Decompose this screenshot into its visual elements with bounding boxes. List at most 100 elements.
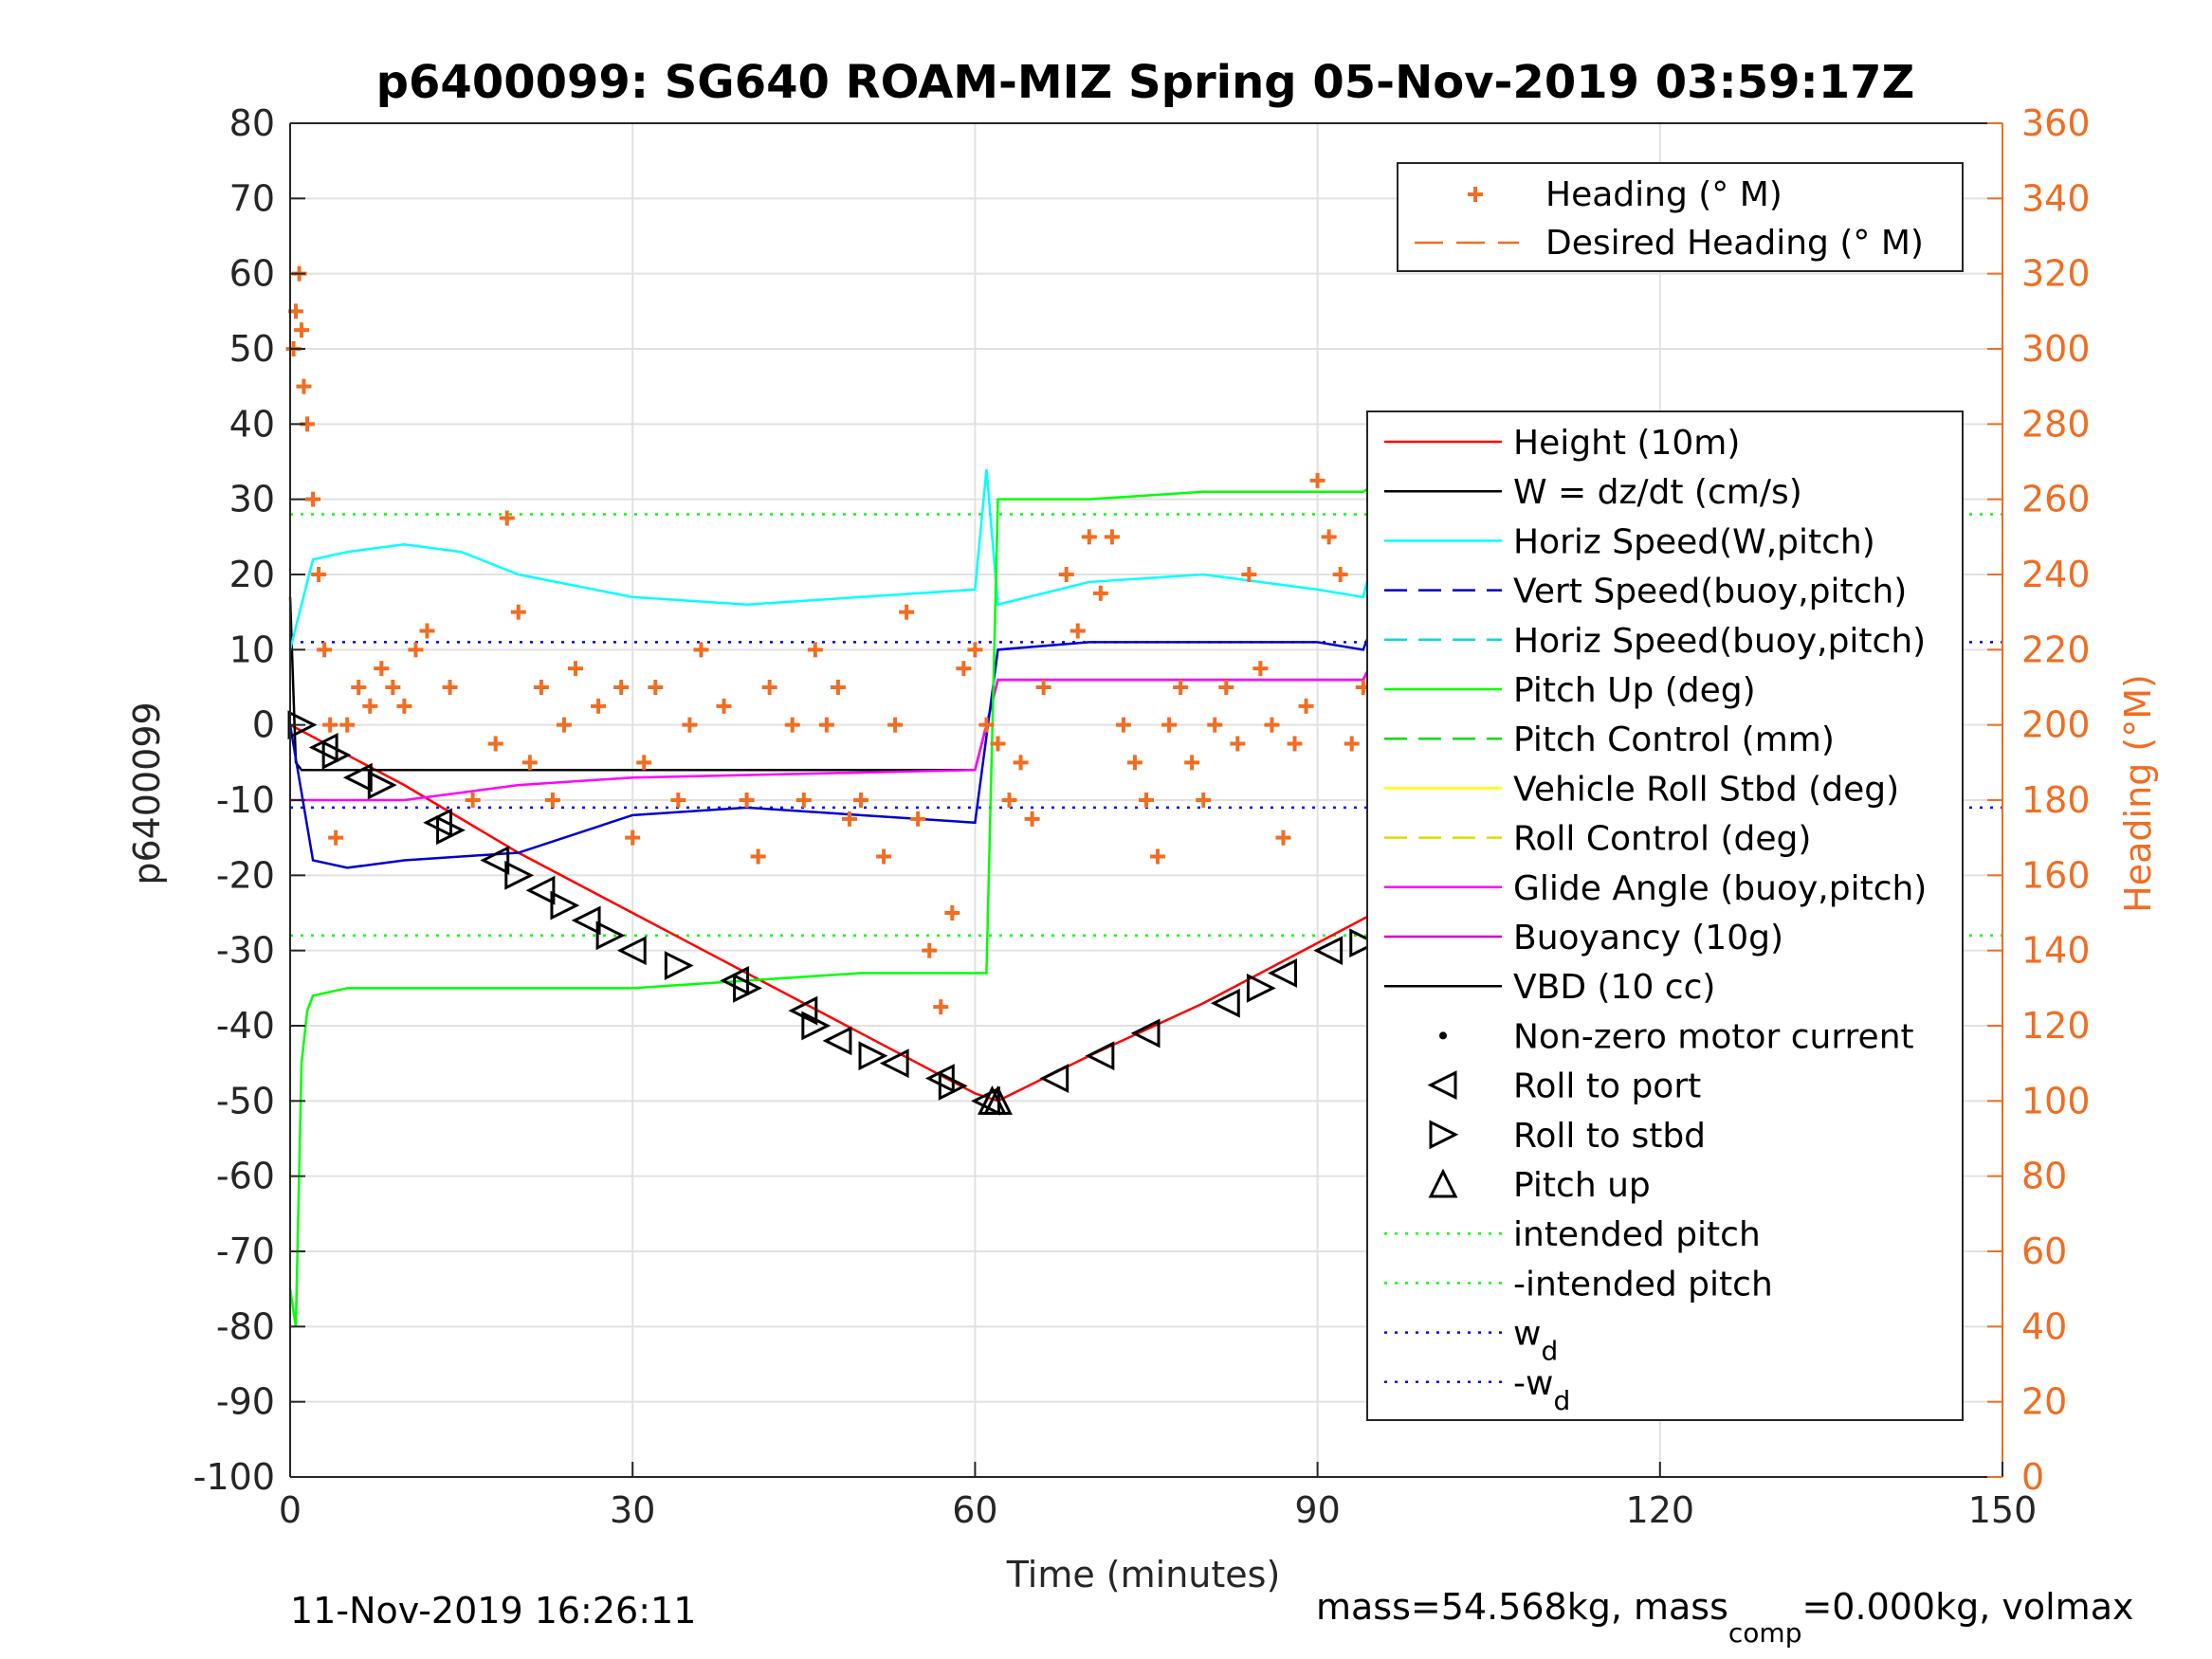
heading-point — [1241, 567, 1257, 582]
heading-point — [328, 830, 344, 846]
heading-point — [556, 717, 572, 733]
heading-point — [544, 793, 560, 808]
roll-to-port-marker — [1085, 1041, 1115, 1071]
heading-point — [1196, 793, 1212, 808]
heading-point — [351, 680, 367, 695]
heading-point — [465, 793, 481, 808]
y-right-tick-label: 260 — [2021, 479, 2091, 520]
heading-point — [795, 793, 812, 808]
roll-to-port-marker — [1210, 988, 1240, 1018]
y-right-tick-label: 340 — [2021, 177, 2091, 219]
y-tick-label: -10 — [216, 779, 275, 821]
heading-point — [830, 680, 846, 695]
legend-symbol — [1428, 1168, 1458, 1198]
y-right-tick-label: 220 — [2021, 629, 2091, 670]
heading-point — [1069, 623, 1086, 639]
y-right-tick-label: 280 — [2021, 403, 2091, 445]
roll-to-port-marker — [480, 846, 510, 875]
footer-timestamp: 11-Nov-2019 16:26:11 — [290, 1590, 696, 1632]
heading-point — [1184, 755, 1200, 771]
heading-point — [636, 755, 652, 771]
y-tick-label: -60 — [216, 1156, 275, 1197]
legend-main-label: Roll to port — [1513, 1067, 1701, 1106]
y-tick-label: -70 — [216, 1231, 275, 1272]
heading-point — [978, 717, 995, 733]
heading-point — [910, 811, 926, 827]
roll-to-stbd-marker — [664, 951, 694, 980]
pitch-up-marker — [978, 1085, 1007, 1115]
heading-point — [322, 717, 338, 733]
legend-symbol — [1439, 1031, 1447, 1040]
heading-point — [521, 755, 538, 771]
y-right-tick-label: 180 — [2021, 779, 2091, 821]
heading-point — [761, 680, 777, 695]
heading-point — [591, 698, 607, 714]
legend-main-label: W = dz/dt (cm/s) — [1513, 473, 1802, 512]
heading-point — [887, 717, 904, 733]
x-tick-label: 120 — [1626, 1489, 1695, 1531]
heading-point — [967, 642, 983, 658]
legend-heading-symbol — [1468, 187, 1483, 202]
roll-to-stbd-marker — [938, 1071, 968, 1101]
axes: 0 30 60 90 120 15080706050403020100-10-20-30-… — [193, 102, 2091, 1531]
heading-point — [1092, 585, 1108, 601]
legend-sub-base: -w — [1513, 1364, 1553, 1403]
heading-point — [1264, 717, 1280, 733]
x-tick-label: 150 — [1968, 1489, 2038, 1531]
y-right-tick-label: 100 — [2021, 1080, 2091, 1121]
y-right-tick-label: 320 — [2021, 253, 2091, 295]
y-right-tick-label: 80 — [2021, 1156, 2067, 1197]
heading-point — [1104, 529, 1120, 545]
heading-point — [1275, 830, 1291, 846]
roll-to-stbd-marker — [858, 1041, 888, 1071]
heading-point — [374, 661, 390, 677]
y-tick-label: -90 — [216, 1381, 275, 1423]
heading-point — [385, 680, 401, 695]
heading-point — [362, 698, 378, 714]
heading-point — [442, 680, 458, 695]
x-tick-label: 90 — [1294, 1489, 1340, 1531]
x-tick-label: 60 — [952, 1489, 997, 1531]
legend-main-label: Pitch up — [1513, 1166, 1651, 1205]
y-tick-label: 50 — [229, 328, 275, 370]
legend-main-label: -wd — [1513, 1364, 1570, 1416]
heading-point — [933, 999, 949, 1015]
y-right-tick-label: 120 — [2021, 1005, 2091, 1047]
x-tick-label: 30 — [610, 1489, 655, 1531]
legend-top-label: Desired Heading (° M) — [1545, 224, 1924, 263]
legend-main-label: Buoyancy (10g) — [1513, 919, 1783, 957]
heading-point — [311, 567, 327, 582]
heading-point — [1230, 736, 1246, 752]
roll-to-port-marker — [1130, 1018, 1161, 1048]
legend-top-label: Heading (° M) — [1545, 175, 1782, 214]
heading-point — [1344, 736, 1360, 752]
y-tick-label: 70 — [229, 177, 275, 219]
heading-point — [876, 848, 892, 865]
heading-point — [784, 717, 800, 733]
heading-point — [750, 848, 766, 865]
y-tick-label: -30 — [216, 930, 275, 972]
heading-point — [1218, 680, 1234, 695]
heading-point — [613, 680, 630, 695]
legend-main-label: Pitch Control (mm) — [1513, 720, 1835, 759]
y-tick-label: -50 — [216, 1080, 275, 1121]
legend-main-label: Pitch Up (deg) — [1513, 671, 1756, 710]
roll-to-stbd-marker — [504, 860, 535, 890]
roll-to-port-marker — [525, 875, 556, 905]
y-right-tick-label: 200 — [2021, 704, 2091, 746]
heading-point — [1321, 529, 1337, 545]
heading-point — [944, 905, 960, 921]
heading-point — [1126, 755, 1143, 771]
heading-point — [396, 698, 412, 714]
heading-point — [1287, 736, 1303, 752]
heading-point — [1252, 661, 1269, 677]
heading-point — [818, 717, 834, 733]
y-right-tick-label: 40 — [2021, 1305, 2067, 1347]
y-axis-label: p6400099 — [126, 702, 168, 884]
legend-main-label: Roll to stbd — [1513, 1117, 1706, 1156]
heading-point — [1161, 717, 1178, 733]
legend-main-label: Glide Angle (buoy,pitch) — [1513, 869, 1927, 908]
roll-to-port-marker — [1313, 936, 1344, 966]
heading-point — [1001, 793, 1017, 808]
roll-to-port-marker — [571, 905, 601, 936]
